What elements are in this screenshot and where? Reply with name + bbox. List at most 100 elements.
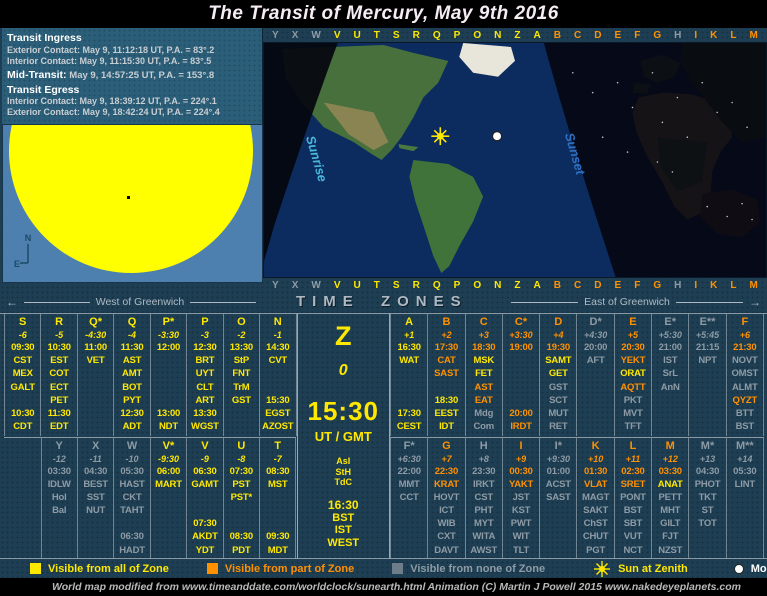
- utc-offset: +14: [737, 453, 753, 464]
- zone-line: 01:00: [546, 465, 571, 477]
- utc-offset: -9: [200, 453, 209, 464]
- timezone-letter-Z: Z: [514, 29, 521, 41]
- zone-line: 08:30: [266, 465, 290, 477]
- zone-line: IRDT: [510, 421, 532, 433]
- zone-line: PGT: [586, 544, 606, 556]
- egress-exterior-contact: Exterior Contact: May 9, 18:42:24 UT, P.…: [7, 107, 220, 117]
- zone-line: PHT: [474, 505, 494, 517]
- zone-line: AsI: [336, 456, 351, 466]
- zone-line: [577, 409, 613, 422]
- zone-line: Bal: [52, 505, 67, 517]
- zone-line: [577, 396, 613, 409]
- zone-line: BTT: [735, 407, 754, 419]
- zone-line: AST: [474, 381, 494, 393]
- zone-line: EDT: [49, 421, 69, 433]
- zone-line: [727, 546, 763, 559]
- zone-line: 02:30: [621, 465, 645, 477]
- footer-right-credit: Animation (C) Martin J Powell 2015 www.n…: [427, 581, 741, 593]
- zone-line: WIB: [437, 518, 456, 530]
- mid-transit-line: Mid-Transit: May 9, 14:57:25 UT, P.A. = …: [7, 68, 257, 81]
- zone-line: COT: [49, 368, 69, 380]
- timezone-column-L: L +11 02:30 SRET PONT BST SBT VUT NCT: [615, 437, 653, 559]
- zone-line: CST: [474, 491, 494, 503]
- zone-line: SAKT: [583, 505, 609, 517]
- zone-line: 10:30: [47, 342, 72, 353]
- arrow-right-icon: →: [749, 295, 762, 309]
- timezone-letter-Y: Y: [272, 279, 279, 291]
- timezone-column-F: F +6 21:30 NOVT OMST ALMT QYZT BTT BST: [727, 314, 764, 436]
- timezone-letter-B: B: [553, 279, 561, 291]
- timezone-column-H: H +8 23:30 IRKT CST PHT MYT WITA AWST: [466, 437, 503, 559]
- zone-line: OMST: [731, 368, 759, 380]
- timezone-letter-R: R: [412, 279, 420, 291]
- zone-line: PHOT: [694, 478, 721, 490]
- timezone-column-P*: P* -3:30 12:00 13:00 NDT: [151, 314, 188, 436]
- zone-line: ICT: [439, 505, 454, 517]
- zone-line: 12:00: [156, 342, 181, 353]
- timezone-column-P: P -3 12:30 BRT UYT CLT ART 13:30 WGST: [187, 314, 224, 436]
- timezone-letter-K: K: [710, 279, 718, 291]
- utc-offset: -5: [55, 330, 64, 340]
- zone-line: [689, 396, 725, 409]
- timezone-column-T: T -7 08:30 MST 09:30 MDT: [260, 437, 297, 559]
- timezone-column-E**: E** +5:45 21:15 NPT: [689, 314, 727, 436]
- zone-line: YEKT: [620, 355, 646, 367]
- zone-line: ChST: [583, 518, 608, 530]
- timezone-column-O: O -2 13:30 StP FNT TrM GST: [224, 314, 261, 436]
- zone-line: [224, 422, 259, 435]
- timezone-letter-N: N: [494, 279, 502, 291]
- zone-line: PDT: [232, 544, 251, 556]
- zone-line: [78, 546, 113, 559]
- column-letter: V: [201, 439, 209, 452]
- zone-line: AMT: [122, 368, 143, 380]
- zone-line: QYZT: [732, 394, 758, 406]
- zone-line: [540, 519, 576, 532]
- zone-line: VLAT: [583, 478, 608, 490]
- zone-line: TFT: [624, 421, 642, 433]
- timezone-column-W: W -10 05:30 HAST CKT TAHT 06:30 HADT: [114, 437, 151, 559]
- zone-line: [689, 383, 725, 396]
- ingress-exterior-contact: Exterior Contact: May 9, 11:12:18 UT, P.…: [7, 44, 215, 55]
- zone-line: IRKT: [473, 478, 495, 490]
- timezone-tables: S -6 09:30 CST MEX GALT 10:30 CDT R -5 10:30 EST COT…: [0, 313, 767, 559]
- column-letter: I: [519, 439, 523, 452]
- zone-line: [260, 369, 295, 382]
- utc-offset: +5: [627, 330, 639, 340]
- utc-offset: +4: [553, 330, 564, 340]
- mid-transit-label: Mid-Transit:: [7, 68, 67, 81]
- gray-square-icon: [392, 563, 404, 574]
- zone-line: ANAT: [657, 478, 683, 490]
- zone-line: 06:30: [193, 465, 217, 477]
- timezone-letter-S: S: [392, 279, 400, 291]
- zone-line: [151, 546, 186, 559]
- zone-line: PWT: [510, 518, 532, 530]
- timezone-column-B: B +2 17:30 CAT SAST 18:30 EEST IDT: [428, 314, 466, 436]
- timezone-column-Q*: Q* -4:30 11:00 VET: [78, 314, 115, 436]
- zone-line: MUT: [548, 407, 569, 419]
- zone-line: [503, 396, 539, 409]
- utc-offset: +3: [478, 330, 489, 340]
- utc-offset: +7: [441, 453, 452, 464]
- zone-line: SRET: [620, 478, 646, 490]
- timezone-column-X: X -11 04:30 BEST SST NUT: [78, 437, 115, 559]
- timezone-column-E: E +5 20:30 YEKT ORAT AQTT PKT MVT TFT: [615, 314, 653, 436]
- timezone-letter-O: O: [473, 29, 482, 41]
- zone-line: AZOST: [262, 421, 294, 433]
- compass-north-label: N: [25, 233, 32, 243]
- utc-offset: +2: [441, 330, 452, 340]
- zone-line: GST: [548, 381, 568, 393]
- zone-line: 18:30: [472, 342, 496, 353]
- column-letter: W: [126, 439, 138, 452]
- zone-line: FNT: [232, 368, 251, 380]
- zone-line: HOVT: [433, 491, 460, 503]
- zulu-time: 15:30: [307, 396, 379, 426]
- zone-line: Mdg: [474, 407, 494, 419]
- zone-line: PST*: [230, 491, 253, 503]
- zone-line: 21:15: [695, 342, 720, 353]
- legend-part: Visible from part of Zone: [206, 563, 354, 575]
- utc-offset: -11: [89, 453, 102, 464]
- zone-line: [42, 519, 77, 532]
- column-letter: T: [274, 439, 282, 452]
- timezone-letter-R: R: [412, 29, 420, 41]
